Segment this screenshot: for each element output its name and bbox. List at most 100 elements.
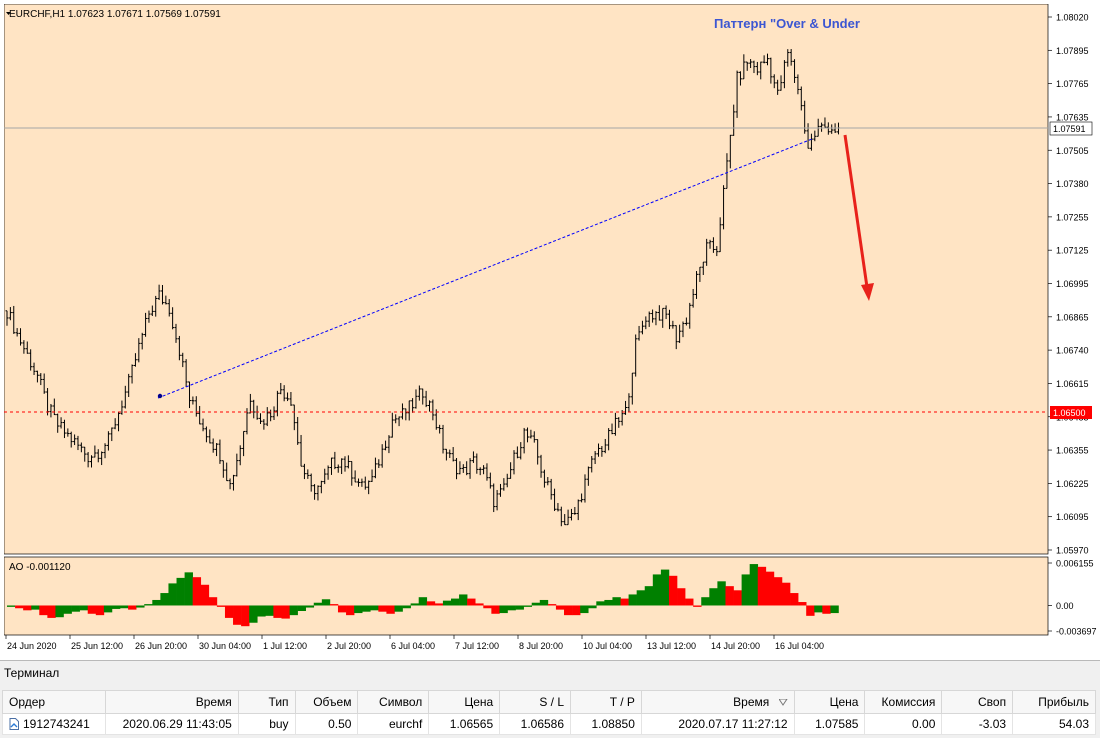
candle [154, 295, 158, 317]
ao-bar [55, 605, 64, 618]
chart-window[interactable]: EURCHF,H1 1.07623 1.07671 1.07569 1.0759… [0, 0, 1100, 660]
candle [752, 60, 756, 74]
candle [620, 409, 624, 426]
candle [96, 449, 100, 463]
ao-tick-label: 0.006155 [1056, 559, 1094, 569]
chart-canvas[interactable]: EURCHF,H1 1.07623 1.07671 1.07569 1.0759… [4, 4, 1100, 656]
price-tick-label: 1.07635 [1056, 112, 1089, 122]
candle [826, 122, 830, 135]
ao-bar [491, 605, 500, 614]
order-doc-icon [9, 718, 19, 730]
candle [313, 484, 317, 500]
candle [789, 49, 793, 66]
col-header-open-time[interactable]: Время [104, 690, 239, 714]
candle [56, 413, 60, 433]
candle [681, 321, 685, 338]
table-row[interactable]: 1912743241 2020.06.29 11:43:05 buy 0.50 … [2, 713, 1096, 735]
chart-menu-arrow-icon[interactable] [6, 12, 11, 15]
pattern-annotation[interactable]: Паттерн "Over & Under [714, 16, 860, 31]
candle [786, 49, 790, 67]
ao-bar [604, 599, 613, 606]
price-tick-label: 1.07125 [1056, 246, 1089, 256]
cell-swap: -3.03 [941, 713, 1014, 735]
candle [194, 396, 198, 417]
candle [113, 418, 117, 430]
col-header-take-profit[interactable]: T / P [570, 690, 642, 714]
candle [695, 271, 699, 299]
time-tick-label: 13 Jul 12:00 [647, 641, 696, 651]
price-tick-label: 1.07895 [1056, 46, 1089, 56]
price-panel[interactable] [4, 4, 1049, 555]
col-header-close-time-label: Время [733, 695, 770, 709]
time-tick-label: 30 Jun 04:00 [199, 641, 251, 651]
candle [431, 399, 435, 421]
candle [732, 104, 736, 136]
candle [728, 134, 732, 169]
col-header-price[interactable]: Цена [793, 690, 866, 714]
candle [820, 122, 824, 132]
candle [235, 453, 239, 477]
candle [32, 362, 36, 376]
ao-bar [555, 605, 565, 610]
col-header-profit[interactable]: Прибыль [1012, 690, 1096, 714]
candle [127, 373, 131, 398]
ao-bar [79, 605, 89, 611]
candle [164, 295, 168, 305]
candle [110, 427, 114, 442]
candle [323, 468, 327, 485]
candle [417, 385, 421, 401]
cell-symbol: eurchf [357, 713, 430, 735]
trend-line-anchor[interactable] [157, 393, 163, 399]
col-header-commission[interactable]: Комиссия [864, 690, 943, 714]
cell-price: 1.07585 [793, 713, 866, 735]
ao-bar [741, 574, 750, 606]
ao-bar [410, 603, 420, 606]
forecast-arrow[interactable] [843, 134, 874, 301]
trend-line[interactable] [157, 138, 813, 399]
candle [444, 448, 448, 461]
candle [218, 439, 222, 464]
price-tick-label: 1.07255 [1056, 212, 1089, 222]
time-axis[interactable]: 24 Jun 2020 25 Jun 12:00 26 Jun 20:00 30 Ju… [5, 635, 824, 651]
candle [654, 311, 658, 326]
candle [228, 478, 232, 490]
ao-bar [806, 605, 815, 616]
candle [387, 435, 391, 454]
ao-bar [370, 605, 379, 611]
col-header-type[interactable]: Тип [237, 690, 296, 714]
ao-bar [337, 605, 347, 613]
ao-bar [814, 605, 823, 613]
col-header-order[interactable]: Ордер [2, 690, 106, 714]
ao-bar [652, 574, 662, 606]
candle [769, 57, 773, 84]
candle [100, 451, 104, 466]
ao-bar [313, 602, 323, 606]
candle [286, 392, 290, 402]
ao-bar [281, 605, 290, 619]
col-header-symbol[interactable]: Символ [357, 690, 430, 714]
time-tick-label: 14 Jul 20:00 [711, 641, 760, 651]
candle [86, 452, 90, 468]
candle [529, 429, 533, 439]
price-tick-label: 1.07765 [1056, 79, 1089, 89]
candle [515, 446, 519, 459]
col-header-swap[interactable]: Своп [941, 690, 1014, 714]
col-header-close-time[interactable]: Время [640, 690, 795, 714]
col-header-stop-loss[interactable]: S / L [499, 690, 572, 714]
candle [512, 450, 516, 475]
ao-bar [136, 605, 145, 608]
candle [390, 412, 394, 438]
price-scale[interactable]: 1.08020 1.07895 1.07765 1.07635 1.07505 1.073… [1048, 13, 1089, 556]
candle [553, 488, 557, 512]
candle [289, 391, 293, 406]
candle [448, 449, 452, 458]
candle [242, 430, 246, 457]
ao-bar [7, 605, 16, 607]
col-header-open-price[interactable]: Цена [428, 690, 501, 714]
ao-bar [612, 597, 621, 606]
price-tick-label: 1.06615 [1056, 379, 1089, 389]
ao-bar [459, 594, 468, 606]
col-header-volume[interactable]: Объем [294, 690, 359, 714]
ao-bar [289, 605, 298, 616]
ao-bar [168, 583, 177, 606]
